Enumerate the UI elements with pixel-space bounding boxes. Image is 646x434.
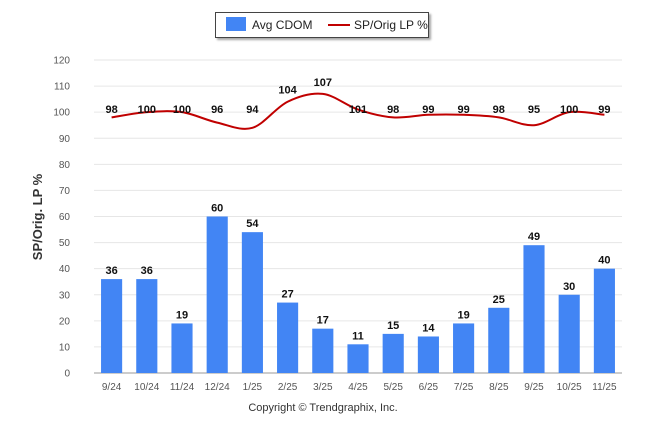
bar bbox=[382, 333, 404, 373]
y-tick-label: 90 bbox=[59, 134, 71, 145]
x-tick-label: 11/25 bbox=[592, 382, 617, 393]
legend-bar-label: Avg CDOM bbox=[252, 18, 313, 32]
bar bbox=[417, 336, 439, 373]
line-value-label: 99 bbox=[422, 104, 434, 116]
y-tick-label: 100 bbox=[53, 108, 70, 119]
bar-value-label: 54 bbox=[246, 218, 259, 230]
line-value-label: 107 bbox=[314, 77, 332, 89]
line-value-label: 100 bbox=[173, 104, 191, 116]
x-tick-label: 7/25 bbox=[454, 382, 474, 393]
line-value-label: 98 bbox=[105, 104, 117, 116]
copyright-text: Copyright © Trendgraphix, Inc. bbox=[248, 402, 398, 414]
y-tick-label: 0 bbox=[64, 369, 70, 380]
y-tick-label: 50 bbox=[59, 238, 71, 249]
x-tick-label: 8/25 bbox=[489, 382, 509, 393]
x-tick-label: 12/24 bbox=[205, 382, 230, 393]
x-tick-label: 3/25 bbox=[313, 382, 333, 393]
y-tick-label: 110 bbox=[54, 82, 70, 93]
bar-value-label: 36 bbox=[141, 265, 153, 277]
bar-value-label: 11 bbox=[352, 330, 364, 342]
x-tick-label: 5/25 bbox=[383, 382, 403, 393]
y-tick-label: 120 bbox=[53, 56, 70, 67]
line-value-label: 104 bbox=[278, 85, 297, 97]
bar bbox=[593, 268, 615, 373]
legend-line-label: SP/Orig LP % bbox=[354, 18, 428, 32]
bar bbox=[206, 216, 228, 373]
bar-value-label: 60 bbox=[211, 203, 223, 215]
bar-series: 36 36 19 60 54 27 17 11 15 14 19 25 49 30 40 bbox=[101, 203, 615, 373]
bar bbox=[453, 323, 475, 373]
bar bbox=[136, 279, 158, 373]
line-value-label: 98 bbox=[387, 104, 399, 116]
y-tick-label: 40 bbox=[59, 264, 71, 275]
bar-value-label: 19 bbox=[457, 309, 469, 321]
line-value-label: 99 bbox=[457, 104, 469, 116]
line-value-label: 98 bbox=[493, 104, 505, 116]
y-tick-label: 60 bbox=[59, 212, 71, 223]
bar-value-label: 19 bbox=[176, 309, 188, 321]
x-tick-label: 2/25 bbox=[278, 382, 298, 393]
x-tick-label: 1/25 bbox=[243, 382, 263, 393]
bar-value-label: 27 bbox=[281, 289, 293, 301]
bar bbox=[523, 245, 545, 373]
y-tick-label: 70 bbox=[59, 186, 71, 197]
line-value-label: 101 bbox=[349, 104, 367, 116]
bar-value-label: 30 bbox=[563, 281, 575, 293]
y-tick-label: 10 bbox=[59, 342, 71, 353]
y-tick-label: 30 bbox=[59, 290, 71, 301]
y-tick-label: 20 bbox=[59, 316, 71, 327]
bar-value-label: 49 bbox=[528, 231, 540, 243]
bar-value-label: 25 bbox=[493, 294, 505, 306]
y-axis-ticks: 0 10 20 30 40 50 60 70 80 90 100 110 120 bbox=[53, 56, 70, 380]
x-tick-label: 11/24 bbox=[170, 382, 195, 393]
line-value-label: 99 bbox=[598, 104, 610, 116]
bar bbox=[171, 323, 193, 373]
line-value-label: 94 bbox=[246, 104, 259, 116]
x-tick-label: 6/25 bbox=[419, 382, 439, 393]
legend: Avg CDOM SP/Orig LP % bbox=[215, 12, 429, 38]
line-value-label: 96 bbox=[211, 104, 223, 116]
bar bbox=[488, 307, 510, 373]
bar bbox=[312, 328, 334, 373]
line-value-label: 100 bbox=[138, 104, 156, 116]
legend-bar-swatch bbox=[226, 17, 246, 31]
x-tick-label: 4/25 bbox=[348, 382, 368, 393]
y-axis-label: SP/Orig. LP % bbox=[30, 173, 45, 260]
x-axis-ticks: 9/24 10/24 11/24 12/24 1/25 2/25 3/25 4/25 5/25 6… bbox=[102, 382, 617, 393]
bar-value-label: 14 bbox=[422, 322, 435, 334]
y-tick-label: 80 bbox=[59, 160, 71, 171]
x-tick-label: 10/25 bbox=[557, 382, 582, 393]
line-value-label: 100 bbox=[560, 104, 578, 116]
bar-value-label: 36 bbox=[105, 265, 117, 277]
bar-value-label: 17 bbox=[317, 315, 329, 327]
legend-line-swatch bbox=[328, 24, 350, 26]
line-series: 98 100 100 96 94 104 107 101 98 99 99 98 95 100 99 bbox=[105, 77, 611, 130]
sp-orig-lp-line bbox=[111, 92, 605, 130]
x-tick-label: 10/24 bbox=[134, 382, 159, 393]
x-tick-label: 9/24 bbox=[102, 382, 122, 393]
line-value-label: 95 bbox=[528, 104, 540, 116]
bar bbox=[277, 302, 299, 373]
bar bbox=[241, 232, 263, 373]
bar bbox=[347, 344, 369, 373]
bar bbox=[101, 279, 123, 373]
bar bbox=[558, 294, 580, 373]
bar-value-label: 15 bbox=[387, 320, 399, 332]
x-tick-label: 9/25 bbox=[524, 382, 544, 393]
bar-value-label: 40 bbox=[598, 255, 610, 267]
